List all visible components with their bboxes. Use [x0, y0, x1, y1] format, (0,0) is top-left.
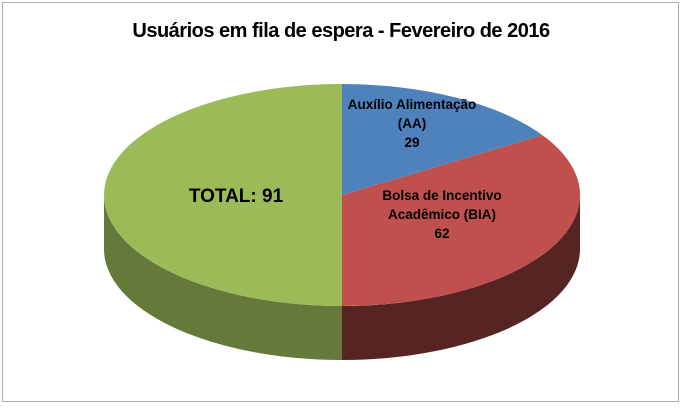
slice-label-line: Bolsa de Incentivo [382, 188, 502, 203]
slice-value: TOTAL: 91 [188, 186, 284, 207]
slice-label-line: (AA) [397, 116, 427, 131]
pie-slice-2[interactable] [104, 84, 342, 306]
slice-label-line: Acadêmico (BIA) [387, 207, 497, 222]
slice-label-total: TOTAL: 91 [189, 185, 283, 209]
slice-label-line: Auxílio Alimentação [347, 97, 477, 112]
pie-slice-1[interactable] [342, 135, 580, 306]
pie-slice-side-1 [342, 195, 580, 360]
chart-frame: Usuários em fila de espera - Fevereiro d… [2, 2, 679, 402]
slice-label-auxilio-alimentacao: Auxílio Alimentação (AA) 29 [348, 95, 477, 152]
pie-slice-0[interactable] [342, 84, 543, 195]
slice-value: 62 [434, 226, 450, 241]
pie-3d-chart [104, 84, 580, 360]
chart-title: Usuários em fila de espera - Fevereiro d… [132, 20, 550, 42]
pie-slice-side-2 [104, 195, 342, 360]
slice-label-bolsa-incentivo-academico: Bolsa de Incentivo Acadêmico (BIA) 62 [382, 186, 501, 243]
slice-value: 29 [404, 135, 420, 150]
